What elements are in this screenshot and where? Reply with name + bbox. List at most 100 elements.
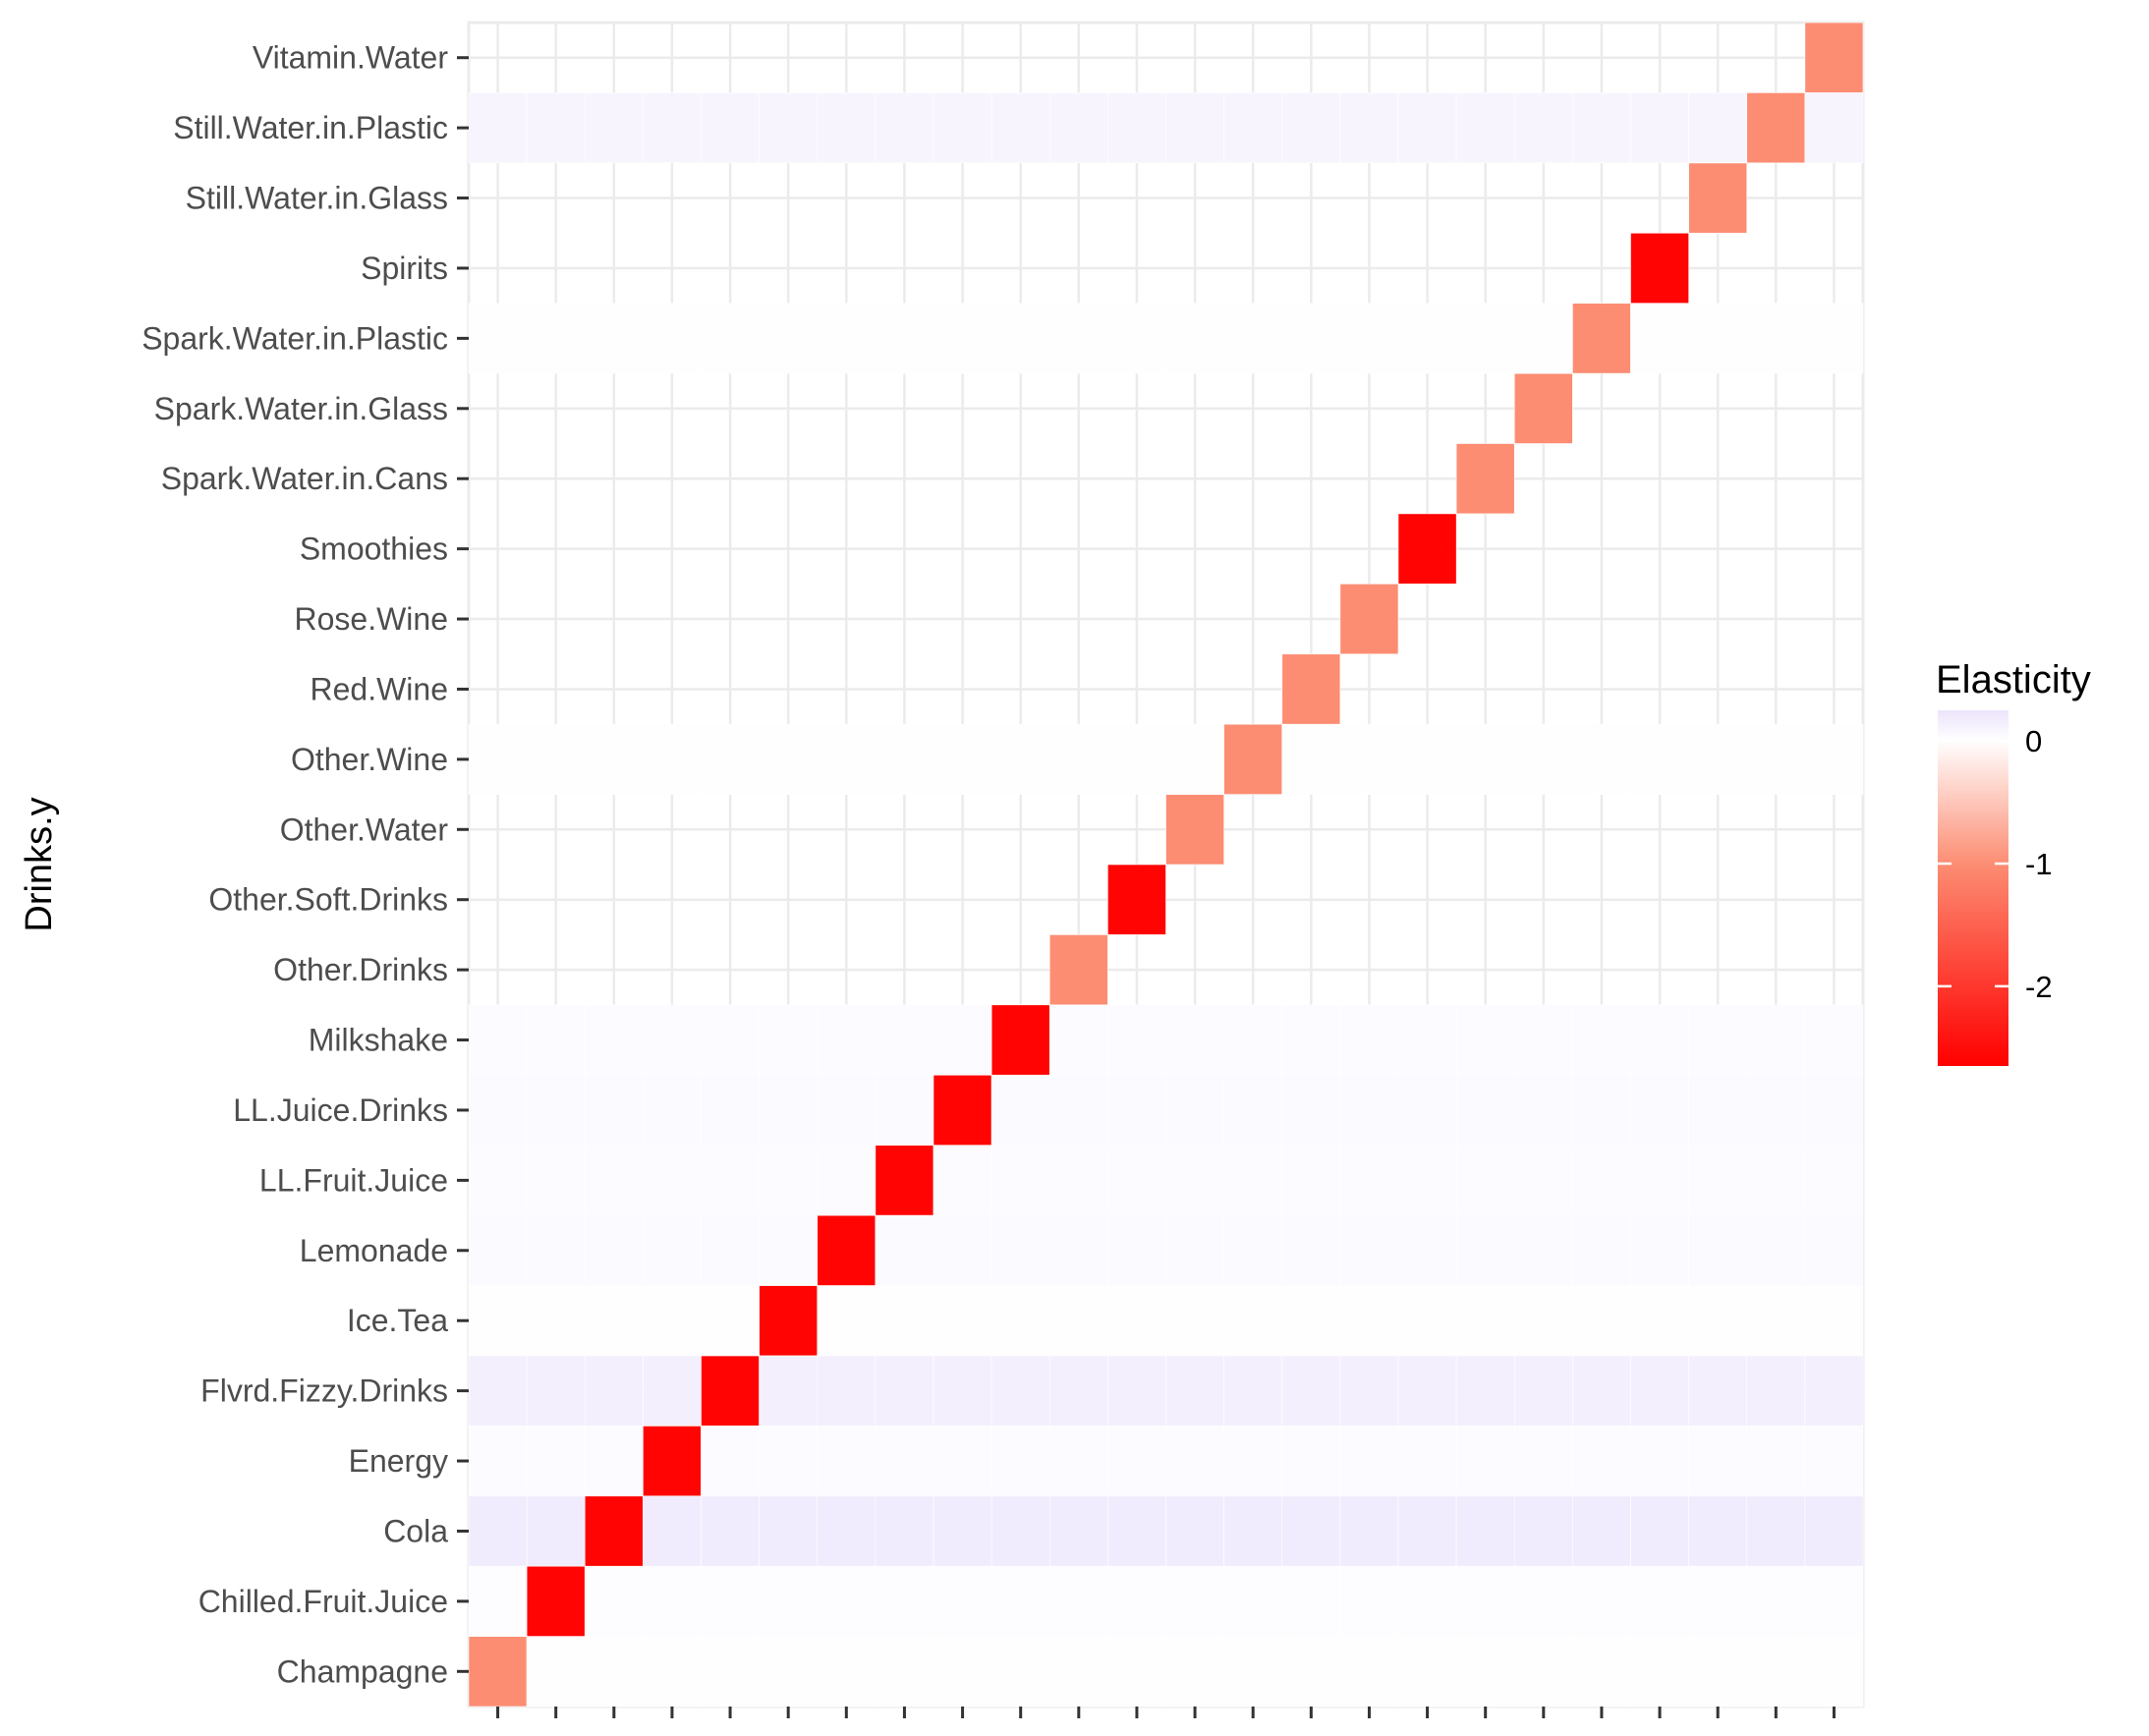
y-tick-label: Spark.Water.in.Plastic	[141, 320, 448, 356]
heatmap-cell	[759, 1145, 819, 1216]
heatmap-cell	[526, 303, 586, 374]
heatmap-cell	[1630, 1426, 1689, 1497]
heatmap-cell	[933, 1426, 992, 1497]
heatmap-cell	[1688, 1355, 1748, 1427]
heatmap-cell	[1397, 92, 1457, 164]
heatmap-cell	[1223, 1565, 1283, 1637]
heatmap-cell	[1223, 1074, 1283, 1146]
heatmap-cell	[1572, 1636, 1631, 1708]
heatmap-cell	[933, 1495, 992, 1567]
heatmap-cell	[1688, 92, 1748, 164]
heatmap-cell	[933, 1636, 992, 1708]
heatmap-cell	[1165, 1355, 1224, 1427]
heatmap-cell	[1107, 1355, 1166, 1427]
heatmap-cell	[584, 303, 644, 374]
heatmap-cell	[875, 92, 934, 164]
heatmap-cell	[1223, 1214, 1283, 1286]
heatmap-cell	[1165, 1285, 1224, 1357]
heatmap-cell	[526, 1495, 586, 1567]
heatmap-cell	[1165, 723, 1224, 795]
heatmap-cell	[1804, 1636, 1864, 1708]
heatmap-cell	[1455, 92, 1515, 164]
heatmap-cell	[1513, 1636, 1573, 1708]
heatmap-cell	[701, 1565, 760, 1637]
heatmap-cell	[1630, 1495, 1689, 1567]
heatmap-cell	[526, 1355, 586, 1427]
heatmap-cell	[1513, 1355, 1573, 1427]
heatmap-cell	[875, 1074, 934, 1146]
heatmap-cell	[990, 1426, 1050, 1497]
heatmap-cell	[1397, 1285, 1457, 1357]
heatmap-cell-diagonal	[1455, 443, 1515, 515]
heatmap-cell	[875, 1214, 934, 1286]
heatmap-cell	[1165, 1004, 1224, 1076]
heatmap-cell	[1281, 1004, 1341, 1076]
heatmap-cell	[468, 1285, 528, 1357]
heatmap-cell	[1223, 1636, 1283, 1708]
heatmap-cell	[1339, 1355, 1399, 1427]
heatmap-cell	[875, 1285, 934, 1357]
heatmap-cell	[1339, 92, 1399, 164]
heatmap-cell	[526, 1004, 586, 1076]
heatmap-cell	[1165, 1074, 1224, 1146]
heatmap-cell	[584, 1214, 644, 1286]
heatmap-cell	[933, 303, 992, 374]
y-tick-label: Rose.Wine	[295, 601, 449, 637]
heatmap-cell	[1688, 1285, 1748, 1357]
heatmap-cell	[1513, 1285, 1573, 1357]
heatmap-cell	[1048, 92, 1108, 164]
y-tick-label: Energy	[349, 1443, 448, 1479]
heatmap-cell	[1804, 1565, 1864, 1637]
heatmap-cell-diagonal	[990, 1004, 1050, 1076]
heatmap-cell	[759, 723, 819, 795]
heatmap-cell	[701, 1426, 760, 1497]
heatmap-cell	[701, 723, 760, 795]
heatmap-cell	[1339, 1145, 1399, 1216]
legend-title: Elasticity	[1936, 658, 2091, 701]
heatmap-cell	[1455, 1004, 1515, 1076]
heatmap-cell	[468, 1214, 528, 1286]
heatmap-cell	[1630, 1636, 1689, 1708]
heatmap-cell	[875, 1426, 934, 1497]
heatmap-cell-diagonal	[933, 1074, 992, 1146]
legend-tick-label: -1	[2025, 847, 2053, 881]
heatmap-cell	[817, 1285, 877, 1357]
heatmap-cell	[1688, 1426, 1748, 1497]
heatmap-cell	[1572, 1426, 1631, 1497]
heatmap-cell	[701, 1214, 760, 1286]
heatmap-cell	[990, 92, 1050, 164]
heatmap-cell	[933, 1355, 992, 1427]
heatmap-cell	[990, 723, 1050, 795]
heatmap-cell	[1107, 1214, 1166, 1286]
heatmap-cell	[584, 1636, 644, 1708]
heatmap-cell	[1630, 1565, 1689, 1637]
heatmap-cell	[701, 1495, 760, 1567]
heatmap-cell	[1165, 92, 1224, 164]
heatmap-cell	[1397, 1355, 1457, 1427]
heatmap-cell-diagonal	[1513, 372, 1573, 444]
legend-ticks: 0 -1 -2	[1938, 724, 2053, 1004]
heatmap-cell	[1339, 723, 1399, 795]
heatmap-cell	[817, 1074, 877, 1146]
heatmap-cell	[1455, 1285, 1515, 1357]
heatmap-cell	[526, 723, 586, 795]
heatmap-cell	[643, 1355, 702, 1427]
heatmap-cell	[701, 1285, 760, 1357]
heatmap-cell-diagonal	[1804, 22, 1864, 93]
heatmap-cell	[990, 1145, 1050, 1216]
y-tick-label: Spirits	[361, 251, 448, 286]
y-tick-label: Cola	[383, 1513, 448, 1548]
y-tick-label: Smoothies	[300, 532, 448, 567]
heatmap-cell	[643, 1285, 702, 1357]
heatmap-cell	[1455, 303, 1515, 374]
heatmap-cell	[1397, 1565, 1457, 1637]
heatmap-cell	[1804, 1426, 1864, 1497]
heatmap-cell	[1281, 1285, 1341, 1357]
y-axis-ticks	[457, 56, 469, 1673]
heatmap-cell	[933, 723, 992, 795]
heatmap-cell	[1746, 1565, 1806, 1637]
heatmap-cell	[933, 1145, 992, 1216]
heatmap-cell	[817, 1145, 877, 1216]
